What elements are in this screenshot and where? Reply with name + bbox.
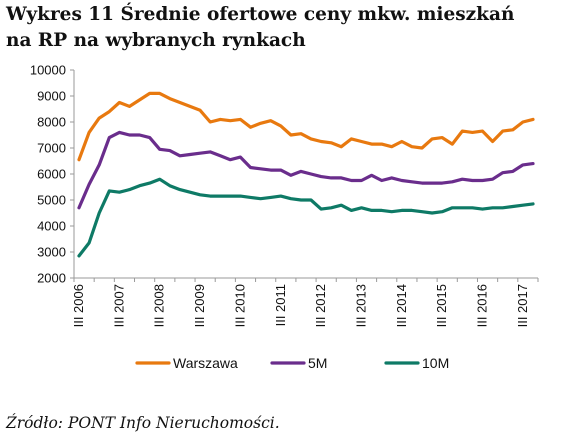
line-chart: 2000 3000 4000 5000 6000 7000 8000 9000 10000 II… <box>30 63 539 371</box>
x-tick-label: III 2016 <box>475 284 490 327</box>
y-tick-label: 4000 <box>37 219 66 234</box>
x-tick-label: III 2012 <box>313 284 328 327</box>
legend: Warszawa 5M 10M <box>135 355 449 371</box>
series-line-warszawa <box>77 91 535 162</box>
series-line-10m <box>77 177 535 258</box>
y-tick-label: 5000 <box>37 193 66 208</box>
legend-label-warszawa: Warszawa <box>173 355 238 371</box>
y-tick-label: 3000 <box>37 245 66 260</box>
x-tick-label: III 2017 <box>515 284 530 327</box>
y-tick-label: 2000 <box>37 271 66 286</box>
x-tick-label: III 2006 <box>71 284 86 327</box>
y-tick-label: 10000 <box>30 63 66 78</box>
x-tick-label: III 2007 <box>111 284 126 327</box>
source-note: Źródło: PONT Info Nieruchomości. <box>6 414 280 432</box>
y-tick-label: 6000 <box>37 167 66 182</box>
series-lines <box>77 91 535 258</box>
x-tick-label: III 2011 <box>273 284 288 326</box>
series-line-5m <box>77 130 535 210</box>
x-tick-label: III 2008 <box>152 284 167 327</box>
y-tick-label: 7000 <box>37 141 66 156</box>
x-tick-label: III 2013 <box>353 284 368 327</box>
legend-label-5m: 5M <box>308 355 327 371</box>
x-tick-label: III 2015 <box>434 284 449 327</box>
y-tick-label: 8000 <box>37 115 66 130</box>
x-axis: III 2006 III 2007 III 2008 III 2009 III 2010… <box>71 277 539 327</box>
page-title: Wykres 11 Średnie ofertowe ceny mkw. mie… <box>6 4 515 51</box>
y-axis: 2000 3000 4000 5000 6000 7000 8000 9000 10000 <box>30 63 75 286</box>
legend-label-10m: 10M <box>422 355 449 371</box>
x-tick-label: III 2009 <box>192 284 207 327</box>
y-tick-label: 9000 <box>37 89 66 104</box>
x-tick-label: III 2010 <box>232 284 247 327</box>
x-tick-label: III 2014 <box>394 284 409 327</box>
